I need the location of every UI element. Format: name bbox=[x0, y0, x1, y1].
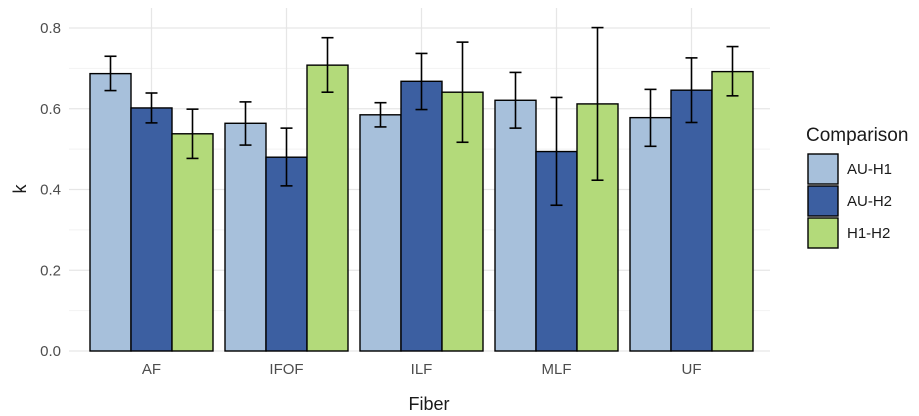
error-bar-h1-h2-af bbox=[186, 108, 199, 160]
bar-h1-h2-ifof bbox=[306, 64, 349, 352]
bars bbox=[89, 64, 754, 352]
legend-swatch bbox=[807, 185, 839, 217]
y-axis-title: k bbox=[10, 184, 30, 194]
x-axis-title: Fiber bbox=[408, 394, 449, 414]
error-bar-au-h2-ifof bbox=[280, 127, 293, 187]
legend-label: AU-H2 bbox=[847, 193, 892, 210]
legend-swatch bbox=[807, 153, 839, 185]
bar-au-h1-mlf bbox=[494, 99, 537, 352]
x-tick-label: ILF bbox=[411, 361, 433, 378]
error-bar-au-h1-mlf bbox=[509, 71, 522, 129]
bar-h1-h2-uf bbox=[711, 70, 754, 352]
y-tick-label: 0.2 bbox=[40, 262, 61, 279]
legend-label: AU-H1 bbox=[847, 161, 892, 178]
bar-au-h1-ilf bbox=[359, 114, 402, 352]
legend-item-au-h1: AU-H1 bbox=[807, 153, 892, 185]
x-tick-label: UF bbox=[682, 361, 702, 378]
x-tick-label: MLF bbox=[542, 361, 572, 378]
legend: Comparison AU-H1 AU-H2 H1-H2 bbox=[806, 125, 908, 249]
error-bar-au-h1-ilf bbox=[374, 101, 387, 128]
legend-item-au-h2: AU-H2 bbox=[807, 185, 892, 217]
error-bar-h1-h2-mlf bbox=[591, 26, 604, 182]
error-bars bbox=[104, 26, 739, 207]
x-tick-label: IFOF bbox=[269, 361, 303, 378]
error-bar-au-h2-mlf bbox=[550, 96, 563, 207]
bar-au-h2-ilf bbox=[400, 80, 443, 352]
y-tick-label: 0.0 bbox=[40, 343, 61, 360]
bar-au-h1-ifof bbox=[224, 122, 267, 352]
bar-au-h2-uf bbox=[670, 89, 713, 352]
error-bar-au-h2-uf bbox=[685, 57, 698, 124]
x-tick-label: AF bbox=[142, 361, 161, 378]
error-bar-au-h1-uf bbox=[644, 88, 657, 148]
y-tick-label: 0.4 bbox=[40, 182, 61, 199]
legend-label: H1-H2 bbox=[847, 225, 890, 242]
y-axis-ticks: 0.0 0.2 0.4 0.6 0.8 bbox=[40, 20, 61, 360]
error-bar-h1-h2-ilf bbox=[456, 41, 469, 144]
bar-au-h2-ifof bbox=[265, 156, 308, 352]
y-tick-label: 0.6 bbox=[40, 101, 61, 118]
legend-item-h1-h2: H1-H2 bbox=[807, 217, 890, 249]
bar-au-h2-af bbox=[130, 107, 173, 352]
error-bar-h1-h2-ifof bbox=[321, 36, 334, 93]
error-bar-au-h2-ilf bbox=[415, 52, 428, 111]
legend-swatch bbox=[807, 217, 839, 249]
error-bar-au-h1-ifof bbox=[239, 101, 252, 146]
bar-au-h1-af bbox=[89, 72, 132, 352]
bar-h1-h2-af bbox=[171, 133, 214, 352]
error-bar-au-h1-af bbox=[104, 55, 117, 92]
legend-title: Comparison bbox=[806, 125, 908, 146]
error-bar-h1-h2-uf bbox=[726, 45, 739, 97]
legend-items: AU-H1 AU-H2 H1-H2 bbox=[807, 153, 892, 249]
error-bar-au-h2-af bbox=[145, 92, 158, 124]
y-tick-label: 0.8 bbox=[40, 20, 61, 37]
bar-au-h1-uf bbox=[629, 116, 672, 352]
x-axis-ticks: AF IFOF ILF MLF UF bbox=[142, 361, 702, 378]
